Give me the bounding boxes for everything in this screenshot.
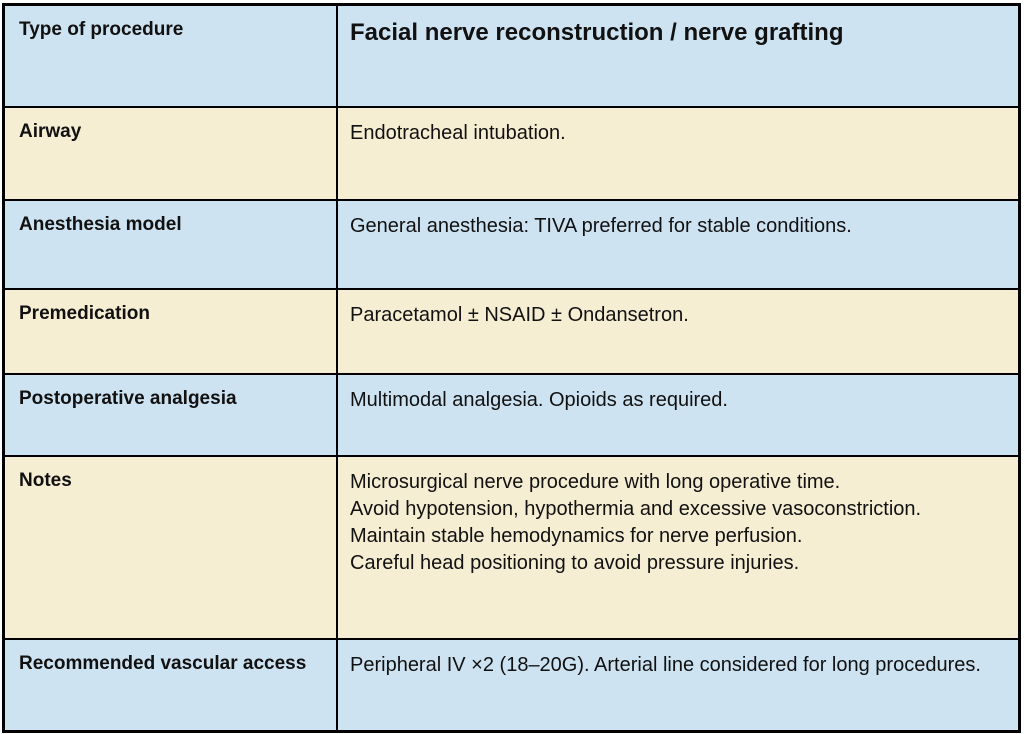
row-value-notes: Microsurgical nerve procedure with long … <box>338 457 1018 638</box>
header-label-type-of-procedure: Type of procedure <box>5 6 338 106</box>
row-label-airway: Airway <box>5 108 338 199</box>
row-value-airway: Endotracheal intubation. <box>338 108 1018 199</box>
table-row-premedication: Premedication Paracetamol ± NSAID ± Onda… <box>5 288 1018 373</box>
table-row-anesthesia-model: Anesthesia model General anesthesia: TIV… <box>5 199 1018 288</box>
row-value-recommended-vascular-access: Peripheral IV ×2 (18–20G). Arterial line… <box>338 640 1018 730</box>
procedure-info-table: Type of procedure Facial nerve reconstru… <box>2 3 1021 733</box>
row-value-anesthesia-model: General anesthesia: TIVA preferred for s… <box>338 201 1018 288</box>
row-label-notes: Notes <box>5 457 338 638</box>
table-row-header: Type of procedure Facial nerve reconstru… <box>5 6 1018 106</box>
row-label-postoperative-analgesia: Postoperative analgesia <box>5 375 338 455</box>
row-value-postoperative-analgesia: Multimodal analgesia. Opioids as require… <box>338 375 1018 455</box>
procedure-title: Facial nerve reconstruction / nerve graf… <box>338 6 1018 106</box>
row-label-premedication: Premedication <box>5 290 338 373</box>
table-row-notes: Notes Microsurgical nerve procedure with… <box>5 455 1018 638</box>
table-row-airway: Airway Endotracheal intubation. <box>5 106 1018 199</box>
table-row-recommended-vascular-access: Recommended vascular access Peripheral I… <box>5 638 1018 730</box>
row-value-premedication: Paracetamol ± NSAID ± Ondansetron. <box>338 290 1018 373</box>
row-label-anesthesia-model: Anesthesia model <box>5 201 338 288</box>
table-row-postoperative-analgesia: Postoperative analgesia Multimodal analg… <box>5 373 1018 455</box>
row-label-recommended-vascular-access: Recommended vascular access <box>5 640 338 730</box>
